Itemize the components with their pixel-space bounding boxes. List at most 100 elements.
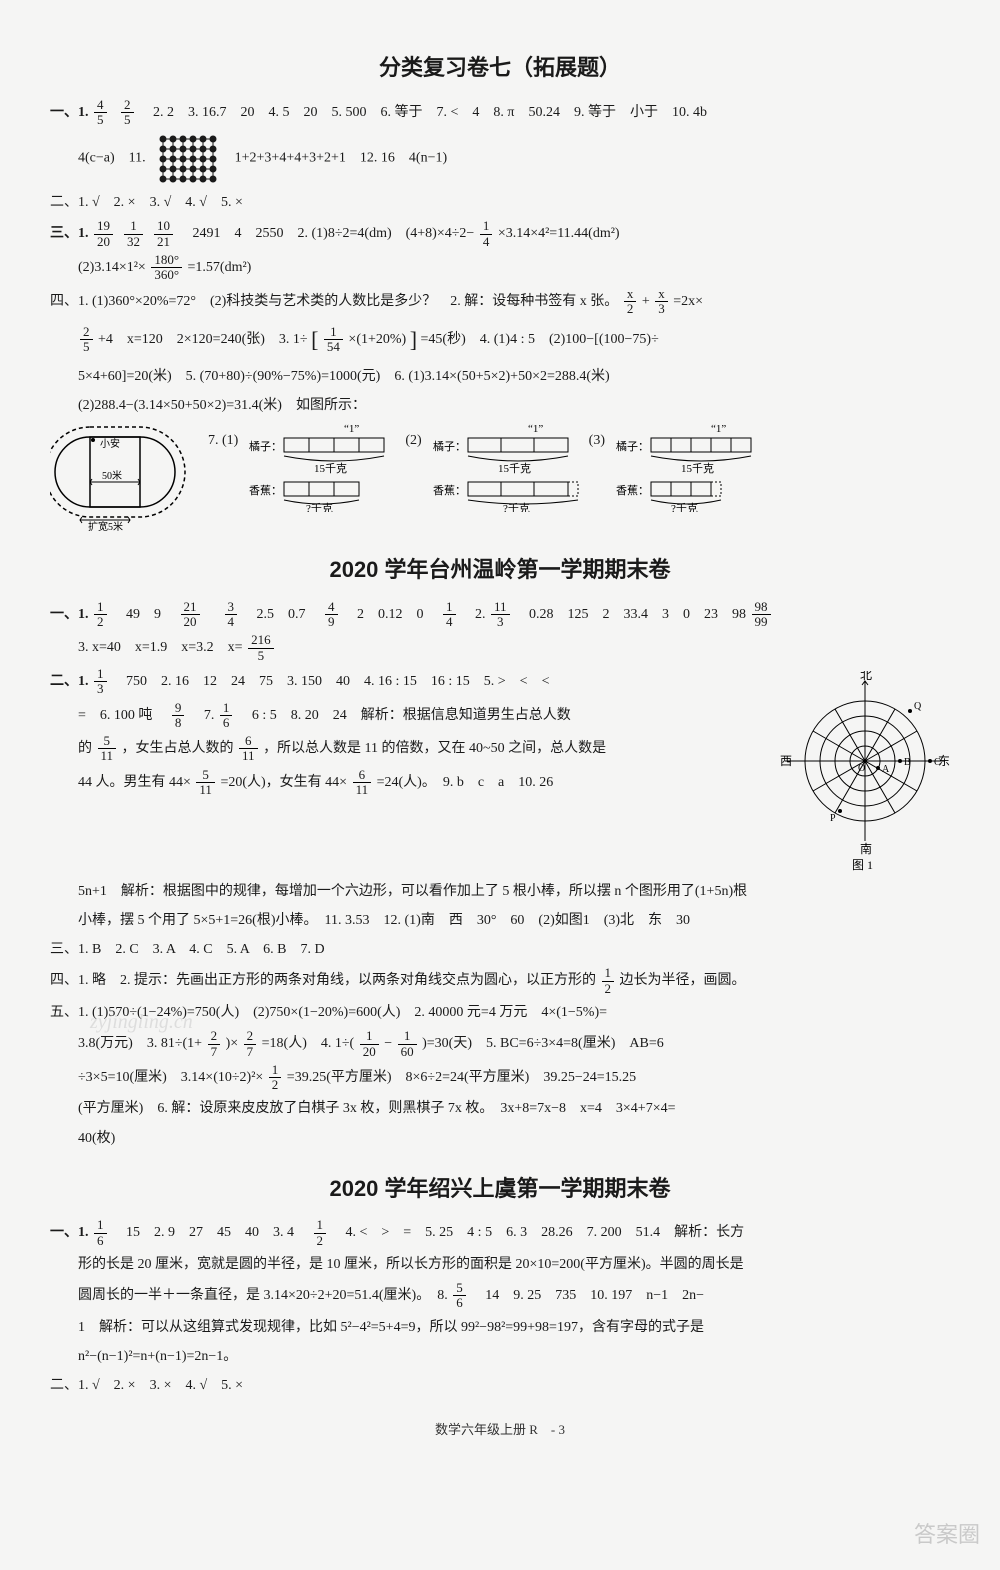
svg-text:香蕉：: 香蕉：: [433, 484, 466, 497]
svg-text:“1”: “1”: [528, 423, 543, 435]
s2-p2m: 小棒，摆 5 个用了 5×5+1=26(根)小棒。 11. 3.53 12. (…: [50, 908, 950, 933]
svg-text:B: B: [904, 757, 911, 768]
frac: 132: [124, 219, 143, 249]
text: 49 9: [112, 607, 175, 622]
label: 一、1.: [50, 1225, 89, 1240]
bar-diagram-2: “1” 橘子： 15千克 香蕉： ?千克: [428, 422, 583, 520]
frac: 25: [80, 325, 93, 355]
text: 2. 2 3. 16.7 20 4. 5 20 5. 500 6. 等于 7. …: [139, 105, 707, 120]
s2-p5h: (平方厘米) 6. 解：设原来皮皮放了白棋子 3x 枚，则黑棋子 7x 枚。 3…: [50, 1096, 950, 1121]
text: =1.57(dm²): [188, 260, 252, 275]
frac: 1920: [94, 219, 113, 249]
frac: 9899: [752, 600, 771, 630]
watermark-right: 答案圈: [914, 1515, 980, 1555]
frac: 14: [443, 600, 456, 630]
s3-p2: 二、1. √ 2. × 3. × 4. √ 5. ×: [50, 1373, 950, 1398]
frac: 27: [208, 1029, 221, 1059]
frac: 13: [94, 667, 107, 697]
q7-3-label: (3): [589, 428, 605, 453]
text: +4 x=120 2×120=240(张) 3. 1÷: [98, 332, 308, 347]
svg-text:“1”: “1”: [711, 423, 726, 435]
text: ，所以总人数是 11 的倍数，又在 40~50 之间，总人数是: [263, 741, 606, 756]
svg-text:“1”: “1”: [344, 423, 359, 435]
svg-text:香蕉：: 香蕉：: [616, 484, 649, 497]
svg-text:?千克: ?千克: [671, 502, 698, 512]
s1-p4: 四、1. (1)360°×20%=72° (2)科技类与艺术类的人数比是多少？ …: [50, 287, 950, 317]
text: ÷3×5=10(厘米) 3.14×(10÷2)²×: [78, 1070, 263, 1085]
text: 750 2. 16 12 24 75 3. 150 40 4. 16 : 15 …: [112, 674, 549, 689]
text: 2 0.12 0: [343, 607, 438, 622]
frac: 611: [239, 734, 258, 764]
text: 14 9. 25 735 10. 197 n−1 2n−: [471, 1288, 704, 1303]
frac: 49: [325, 600, 338, 630]
bar-diagram-3: “1” 橘子： 15千克 香蕉： ?千克: [611, 422, 766, 520]
svg-text:北: 北: [860, 671, 872, 682]
text: )=30(天) 5. BC=6÷3×4=8(厘米) AB=6: [422, 1036, 664, 1051]
s2-p4: 四、1. 略 2. 提示：先画出正方形的两条对角线，以两条对角线交点为圆心，以正…: [50, 966, 950, 996]
text: =2x×: [673, 294, 703, 309]
title-3: 2020 学年绍兴上虞第一学期期末卷: [50, 1169, 950, 1209]
svg-text:南: 南: [860, 841, 872, 856]
frac: 45: [94, 98, 107, 128]
s2-p5a: 五、1. (1)570÷(1−24%)=750(人) (2)750×(1−20%…: [50, 1000, 950, 1025]
svg-text:橘子：: 橘子：: [616, 440, 649, 453]
text: 15 2. 9 27 45 40 3. 4: [112, 1225, 308, 1240]
frac: 120: [360, 1029, 379, 1059]
s2-l1: 一、1. 12 49 9 2120 34 2.5 0.7 49 2 0.12 0…: [50, 600, 950, 630]
text: =20(人)，女生有 44×: [220, 775, 347, 790]
s2-p3: 三、1. B 2. C 3. A 4. C 5. A 6. B 7. D: [50, 937, 950, 962]
frac: 16: [220, 701, 233, 731]
text: 圆周长的一半＋一条直径，是 3.14×20÷2+20=51.4(厘米)。 8.: [78, 1288, 448, 1303]
frac: 180°360°: [151, 253, 182, 283]
svg-text:东: 东: [938, 754, 950, 768]
compass-diagram: A B C P Q O 北 南 东 西 图 1: [780, 671, 950, 871]
svg-text:?千克: ?千克: [306, 502, 333, 512]
frac: 12: [94, 600, 107, 630]
s2-p2l: 5n+1 解析：根据图中的规律，每增加一个六边形，可以看作加上了 5 根小棒，所…: [50, 879, 950, 904]
s1-p3: 三、1. 1920 132 1021 2491 4 2550 2. (1)8÷2…: [50, 219, 950, 249]
frac: 511: [98, 734, 117, 764]
s3-l3: 圆周长的一半＋一条直径，是 3.14×20÷2+20=51.4(厘米)。 8. …: [50, 1281, 950, 1311]
text: (2)3.14×1²×: [78, 260, 146, 275]
text: [205, 607, 219, 622]
s2-p5i: 40(枚): [50, 1126, 950, 1151]
frac: 12: [602, 966, 615, 996]
bracket: [: [311, 327, 318, 352]
svg-text:A: A: [882, 764, 890, 775]
text: 2.5 0.7: [243, 607, 320, 622]
s3-l4: 1 解析：可以从这组算式发现规律，比如 5²−4²=5+4=9，所以 99²−9…: [50, 1315, 950, 1340]
svg-text:香蕉：: 香蕉：: [249, 484, 282, 497]
text: ×3.14×4²=11.44(dm²): [498, 226, 620, 241]
frac: 34: [225, 600, 238, 630]
s1-p2: 二、1. √ 2. × 3. √ 4. √ 5. ×: [50, 190, 950, 215]
track-label-xiaoan: 小安: [100, 437, 120, 450]
svg-text:15千克: 15千克: [314, 462, 347, 475]
text: 44 人。男生有 44×: [78, 775, 191, 790]
frac: 12: [314, 1218, 327, 1248]
s2-p5f: ÷3×5=10(厘米) 3.14×(10÷2)²× 12 =39.25(平方厘米…: [50, 1063, 950, 1093]
frac: 16: [94, 1218, 107, 1248]
q7-1-label: 7. (1): [208, 428, 238, 453]
s2-l1b: 3. x=40 x=1.9 x=3.2 x= 2165: [50, 633, 950, 663]
frac: 511: [196, 768, 215, 798]
frac: 12: [269, 1063, 282, 1093]
frac: 611: [353, 768, 372, 798]
frac: 2165: [248, 633, 274, 663]
text: 的: [78, 741, 92, 756]
s3-l1: 一、1. 16 15 2. 9 27 45 40 3. 4 12 4. < > …: [50, 1218, 950, 1248]
text: =39.25(平方厘米) 8×6÷2=24(平方厘米) 39.25−24=15.…: [287, 1070, 636, 1085]
frac: x3: [655, 287, 668, 317]
s1-p4b: 25 +4 x=120 2×120=240(张) 3. 1÷ [ 154 ×(1…: [50, 320, 950, 360]
text: 边长为半径，画圆。: [620, 973, 746, 988]
text: 3. x=40 x=1.9 x=3.2 x=: [78, 640, 243, 655]
frac: 14: [480, 219, 493, 249]
svg-text:橘子：: 橘子：: [433, 440, 466, 453]
text: ，女生占总人数的: [122, 741, 234, 756]
frac: 2120: [181, 600, 200, 630]
svg-text:15千克: 15千克: [681, 462, 714, 475]
q7-2-label: (2): [405, 428, 421, 453]
text: 6 : 5 8. 20 24 解析：根据信息知道男生占总人数: [238, 708, 571, 723]
text: =18(人) 4. 1÷(: [262, 1036, 355, 1051]
page-footer: 数学六年级上册 R - 3: [50, 1418, 950, 1441]
svg-text:Q: Q: [914, 701, 922, 712]
